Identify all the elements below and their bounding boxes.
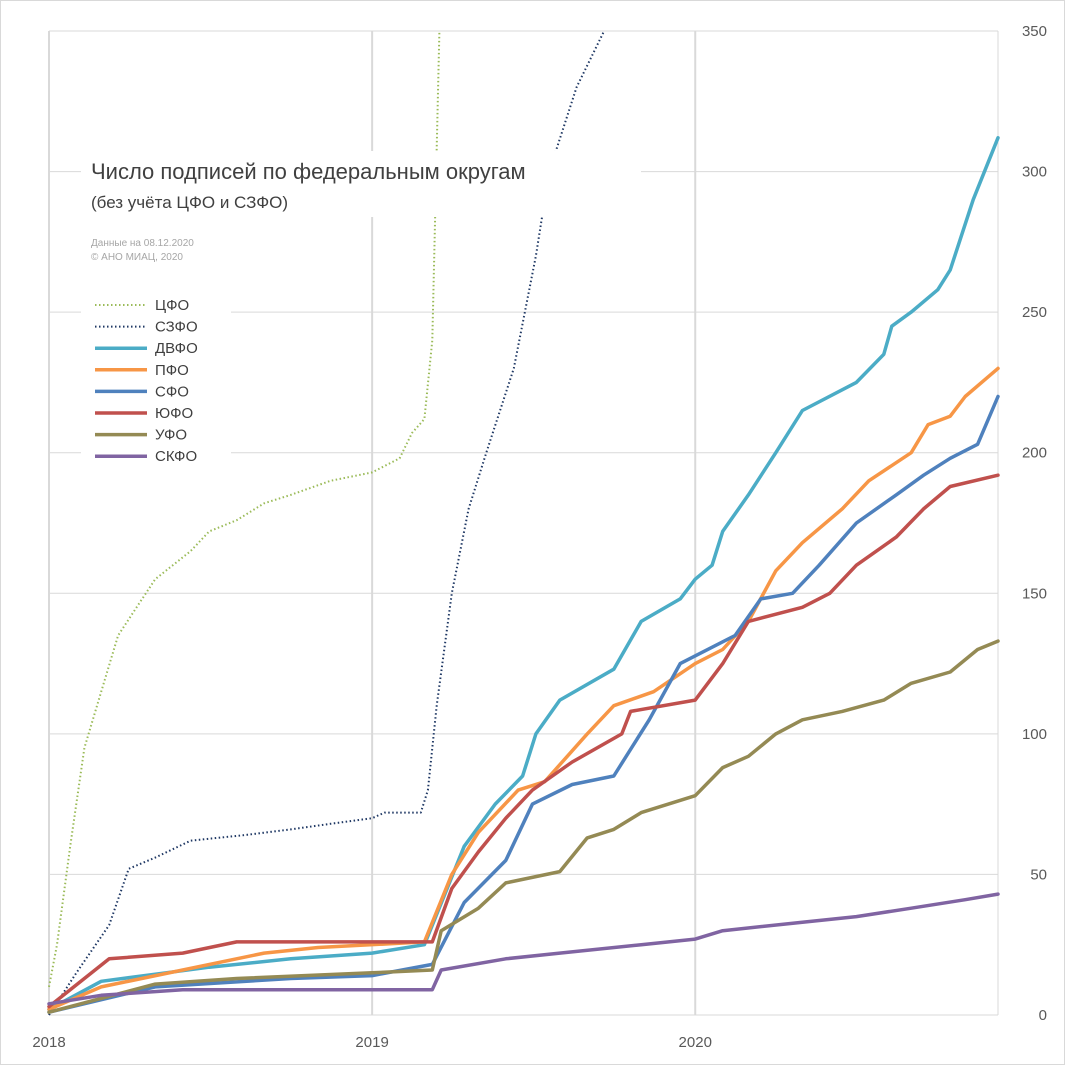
series-line xyxy=(47,892,1000,1006)
y-axis-ticks: 0 50 100 150 200 250 300 350 xyxy=(1022,23,1047,1024)
series-line xyxy=(47,639,1000,1014)
y-tick-label: 0 xyxy=(1039,1007,1047,1024)
y-tick-label: 250 xyxy=(1022,304,1047,321)
series-line xyxy=(47,366,1000,1012)
note-background xyxy=(81,217,281,267)
chart-subtitle: (без учёта ЦФО и СЗФО) xyxy=(91,193,288,212)
legend: ЦФО СЗФО ДВФО ПФО СФО ЮФО УФО СКФО xyxy=(81,291,231,471)
y-tick-label: 50 xyxy=(1030,866,1047,883)
data-date-note: Данные на 08.12.2020 xyxy=(91,238,194,249)
series-line xyxy=(47,473,1000,1009)
legend-label: ЦФО xyxy=(155,297,189,314)
legend-label: СКФО xyxy=(155,448,197,465)
series-line xyxy=(47,136,1000,1012)
title-background xyxy=(81,151,641,217)
x-tick-label: 2019 xyxy=(355,1034,388,1051)
copyright-note: © АНО МИАЦ, 2020 xyxy=(91,252,183,263)
y-tick-label: 350 xyxy=(1022,23,1047,40)
series-line xyxy=(47,394,1000,1014)
legend-label: СЗФО xyxy=(155,319,198,336)
series-lines xyxy=(47,30,1000,1016)
y-tick-label: 150 xyxy=(1022,585,1047,602)
y-tick-label: 100 xyxy=(1022,726,1047,743)
legend-label: ЮФО xyxy=(155,405,193,422)
chart-title: Число подписей по федеральным округам xyxy=(91,159,526,184)
title-block: Число подписей по федеральным округам (б… xyxy=(81,151,641,267)
y-tick-label: 300 xyxy=(1022,164,1047,181)
x-tick-label: 2020 xyxy=(679,1034,712,1051)
legend-background xyxy=(81,291,231,471)
y-tick-label: 200 xyxy=(1022,445,1047,462)
x-tick-label: 2018 xyxy=(32,1034,65,1051)
legend-label: СФО xyxy=(155,383,189,400)
legend-label: ДВФО xyxy=(155,340,198,357)
legend-label: ПФО xyxy=(155,362,189,379)
series-line xyxy=(48,30,605,1016)
x-axis-ticks: 2018 2019 2020 xyxy=(32,1034,712,1051)
legend-label: УФО xyxy=(155,427,187,444)
